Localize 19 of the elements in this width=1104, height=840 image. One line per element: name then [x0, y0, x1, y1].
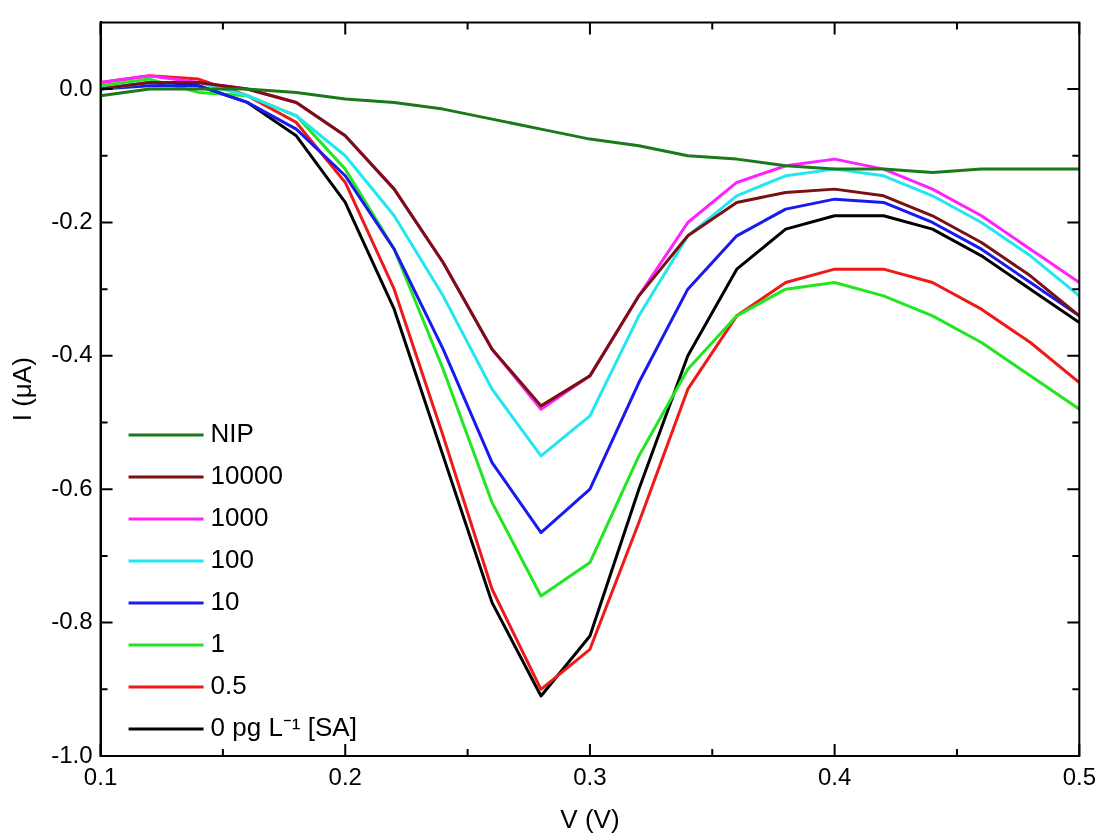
- y-tick-label: -0.4: [51, 340, 93, 368]
- y-tick-label: -0.6: [51, 473, 93, 501]
- x-tick-label: 0.5: [1062, 763, 1097, 791]
- x-axis-title: V (V): [560, 803, 620, 834]
- x-tick-label: 0.2: [328, 763, 362, 791]
- x-tick-label: 0.3: [573, 763, 607, 791]
- y-tick-label: -0.8: [51, 607, 93, 635]
- legend-label: 1000: [210, 502, 269, 533]
- legend-label: 100: [210, 544, 254, 575]
- y-axis-title: I (μA): [6, 357, 37, 422]
- legend-label: 0 pg L⁻¹ [SA]: [210, 712, 357, 743]
- legend-label: 0.5: [210, 670, 247, 701]
- y-tick-label: -0.2: [51, 207, 93, 235]
- x-tick-label: 0.4: [817, 763, 852, 791]
- legend-label: 1: [210, 628, 226, 659]
- y-tick-label: 0.0: [59, 73, 93, 101]
- legend-label: NIP: [210, 418, 254, 449]
- legend-label: 10: [210, 586, 240, 617]
- legend-label: 10000: [210, 460, 283, 491]
